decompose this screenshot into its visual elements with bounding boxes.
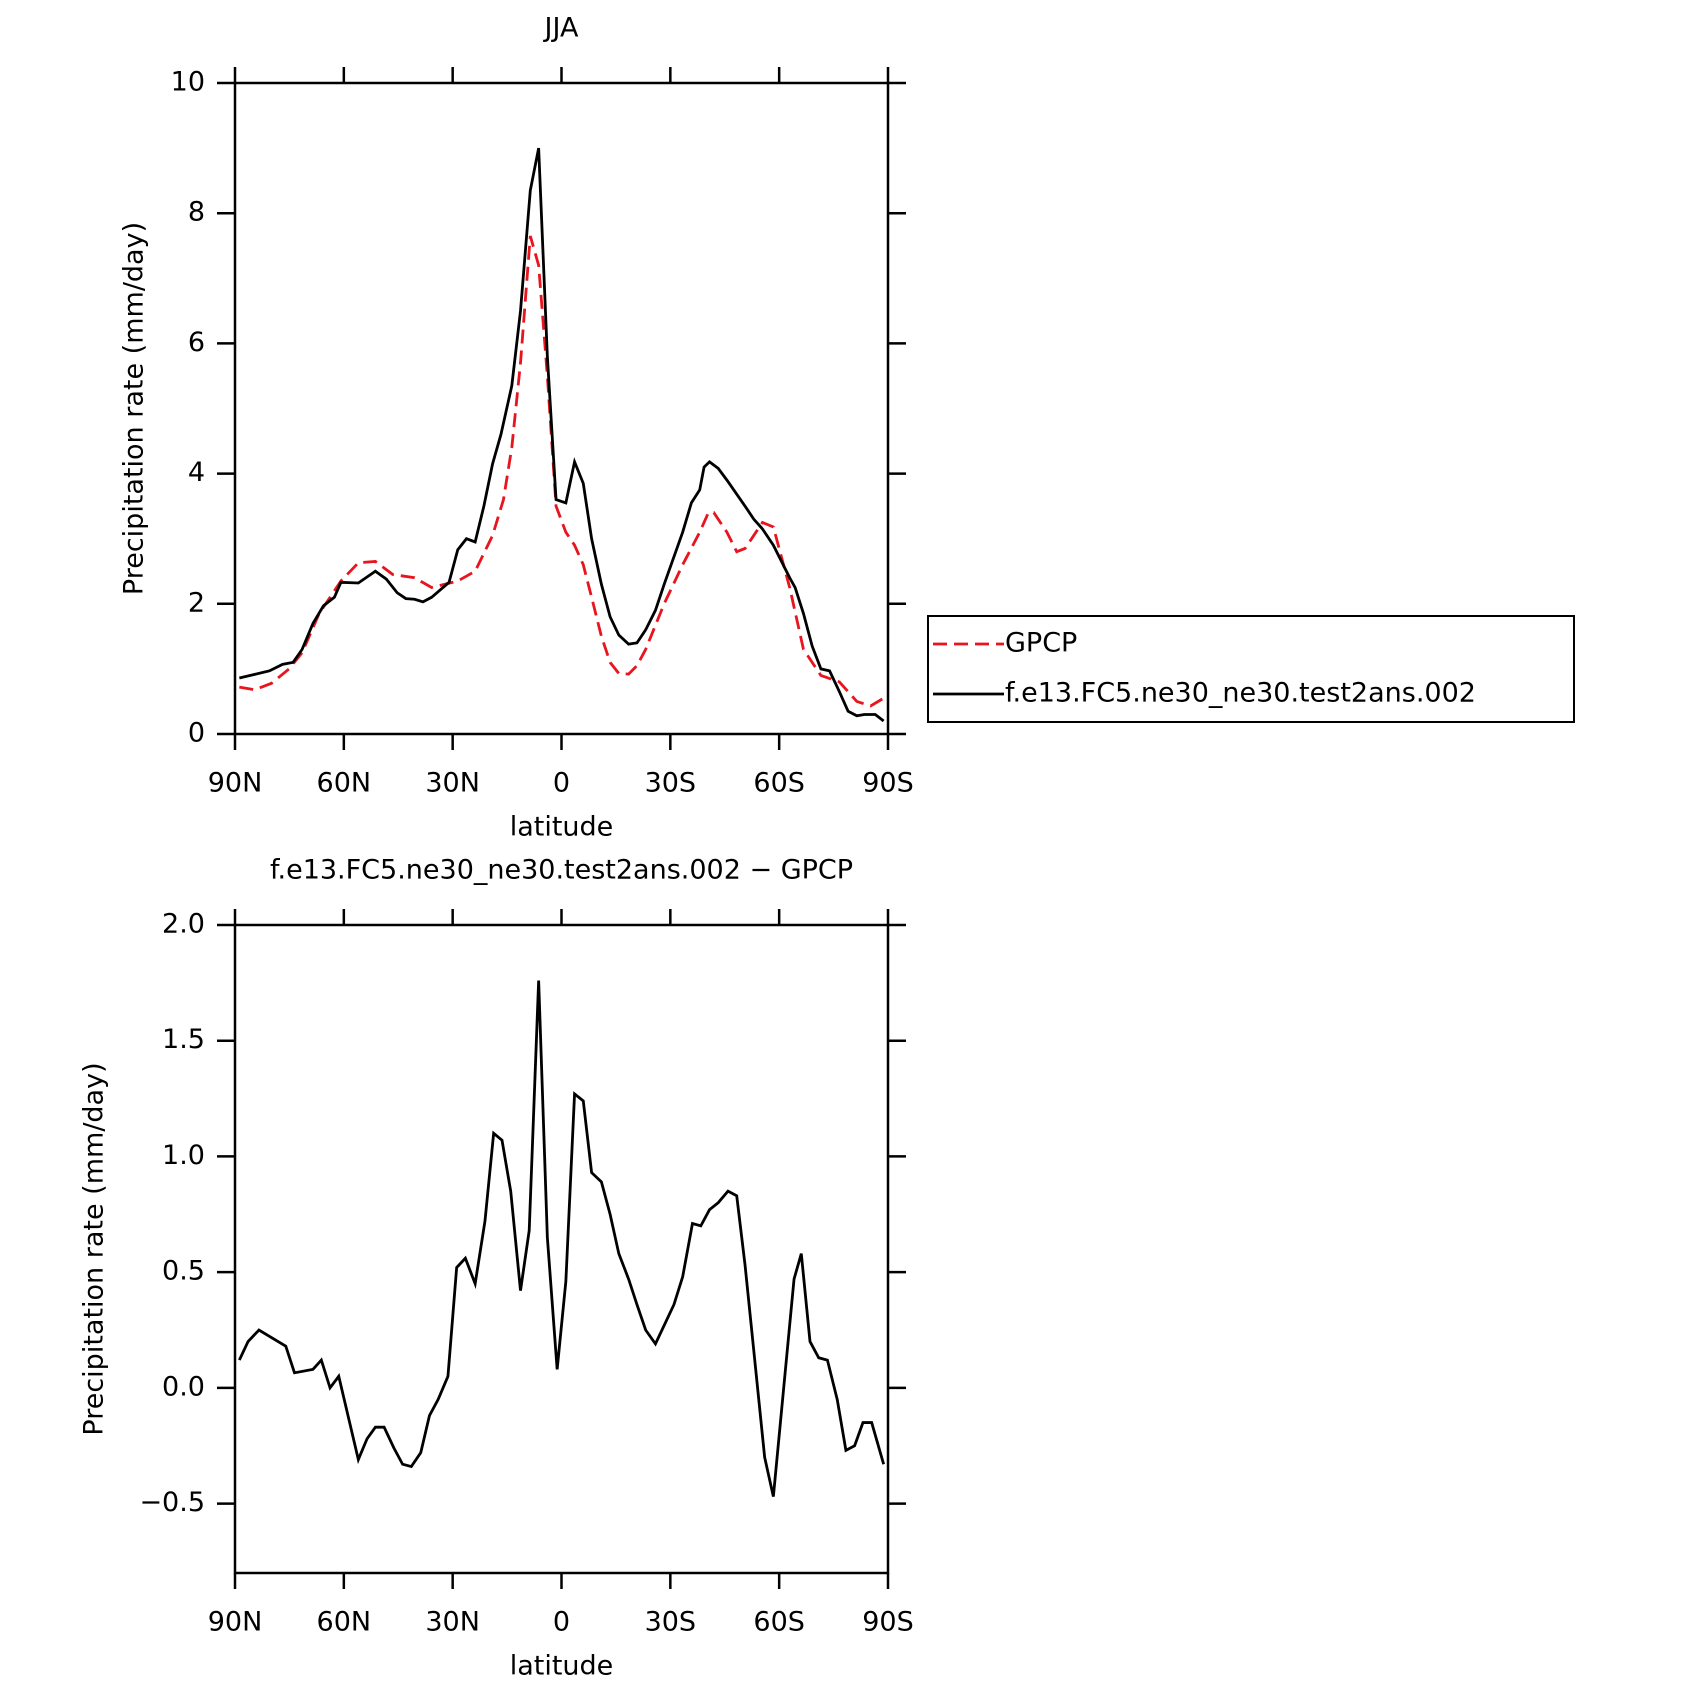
y-tick-label: 0: [188, 718, 205, 749]
legend-label: GPCP: [1005, 628, 1077, 659]
y-tick-label: 0.5: [162, 1256, 205, 1287]
x-tick-label: 60N: [317, 768, 372, 799]
legend-label: f.e13.FC5.ne30_ne30.test2ans.002: [1005, 678, 1476, 709]
x-tick-label: 90S: [862, 768, 914, 799]
y-tick-label: 8: [188, 197, 205, 228]
chart-title: f.e13.FC5.ne30_ne30.test2ans.002 − GPCP: [270, 855, 853, 886]
x-tick-label: 30S: [645, 1607, 697, 1638]
x-tick-label: 60S: [753, 1607, 805, 1638]
y-tick-label: 2.0: [162, 909, 205, 940]
y-axis-label: Precipitation rate (mm/day): [79, 1062, 110, 1435]
y-tick-label: 6: [188, 327, 205, 358]
legend-box: [927, 615, 1575, 723]
y-tick-label: 1.0: [162, 1140, 205, 1171]
x-tick-label: 0: [553, 1607, 570, 1638]
chart-title: JJA: [543, 13, 579, 44]
y-tick-label: 1.5: [162, 1024, 205, 1055]
x-tick-label: 30N: [425, 1607, 480, 1638]
y-tick-label: 0.0: [162, 1371, 205, 1402]
x-tick-label: 60S: [753, 768, 805, 799]
y-tick-label: 2: [188, 587, 205, 618]
x-tick-label: 60N: [317, 1607, 372, 1638]
series-line: [239, 235, 885, 708]
plot-frame: [233, 923, 890, 1575]
x-tick-label: 90N: [208, 768, 263, 799]
x-axis-label: latitude: [510, 812, 614, 843]
plot-frame: [233, 81, 890, 736]
y-tick-label: 10: [171, 67, 205, 98]
x-tick-label: 30N: [425, 768, 480, 799]
x-axis-label: latitude: [510, 1651, 614, 1682]
series-line: [238, 980, 885, 1497]
series-line: [239, 147, 885, 723]
y-axis-label: Precipitation rate (mm/day): [119, 222, 150, 595]
x-tick-label: 90N: [208, 1607, 263, 1638]
x-tick-label: 0: [553, 768, 570, 799]
y-tick-label: 4: [188, 457, 205, 488]
x-tick-label: 30S: [645, 768, 697, 799]
y-tick-label: −0.5: [139, 1487, 205, 1518]
x-tick-label: 90S: [862, 1607, 914, 1638]
